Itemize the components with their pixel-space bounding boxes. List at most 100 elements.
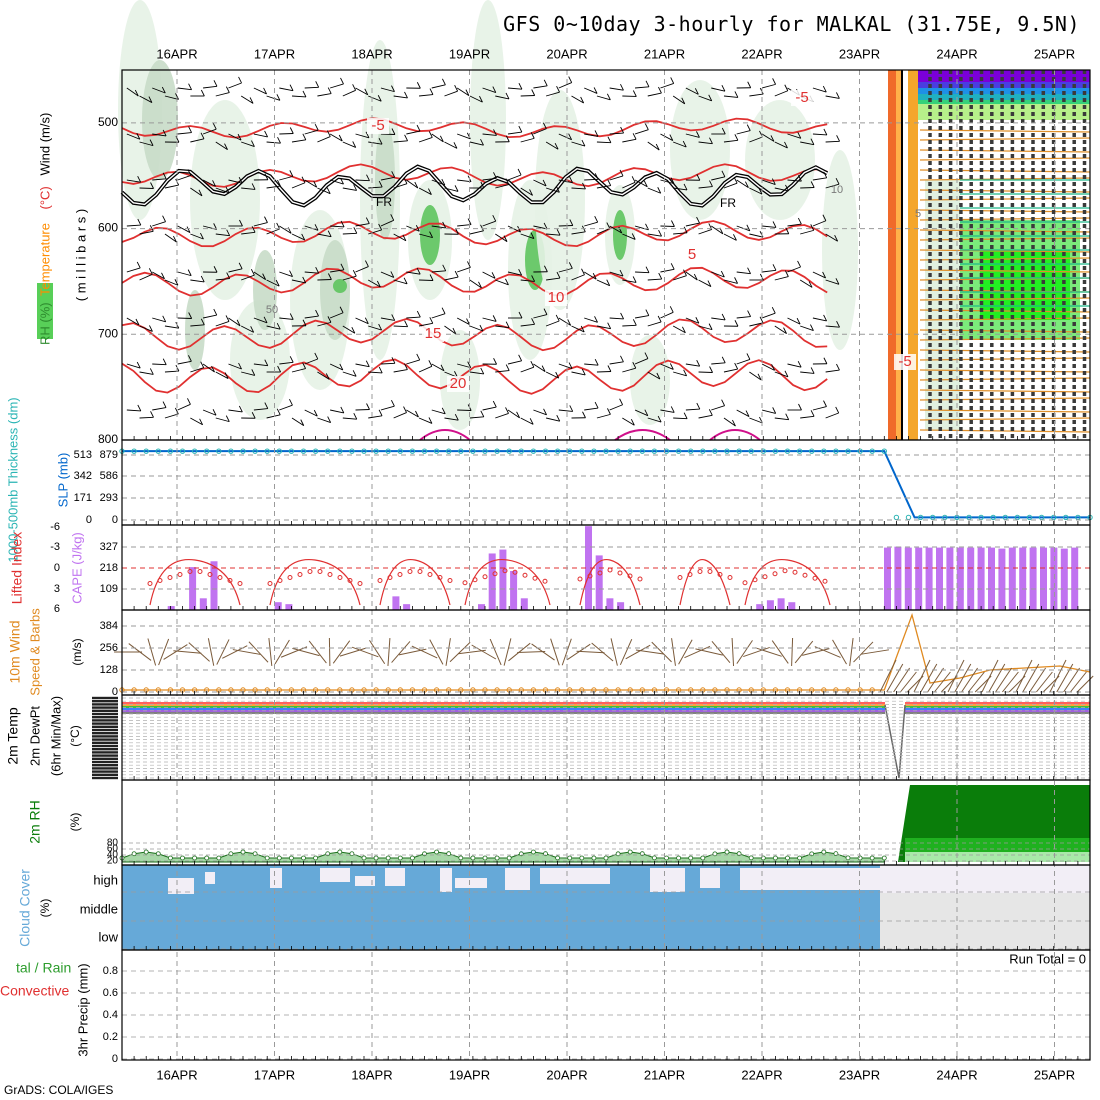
wind-barb <box>330 269 345 273</box>
wind-barb <box>482 177 497 181</box>
wind-barb-10m <box>173 650 202 654</box>
wind-barb-flag <box>810 138 815 145</box>
wind-barb <box>317 417 331 423</box>
wind-barb-10m <box>566 643 591 661</box>
wind-barb-flag <box>429 231 433 238</box>
slp-line <box>122 450 1090 519</box>
wind-barb-flag <box>772 407 777 414</box>
thickness-marker <box>191 448 198 454</box>
wind-barb-flag <box>200 89 205 97</box>
wind-barb-flag <box>479 324 484 332</box>
wind-barb-flag <box>797 360 802 368</box>
wind-barb <box>418 365 433 373</box>
wind-barb-flag <box>810 181 815 188</box>
wind-barb-10m <box>128 643 152 661</box>
wind-barb-10m <box>981 659 999 693</box>
wind-barb-flag <box>493 172 497 179</box>
wind-barb <box>253 271 266 281</box>
thickness-marker <box>397 448 403 454</box>
precip-axis-label: 3hr Precip (mm) <box>75 963 90 1056</box>
thickness-marker <box>857 448 863 454</box>
wind-barb <box>291 279 306 284</box>
late-isotherm <box>919 417 1091 421</box>
wind-barb <box>609 404 623 411</box>
late-temp-band <box>918 100 1090 104</box>
wind-barb-flag <box>632 133 637 140</box>
wind-barb <box>660 179 675 185</box>
thickness-marker <box>675 448 682 454</box>
wind-barb <box>799 279 813 288</box>
wind-barb <box>342 417 357 420</box>
wind-barb-10m <box>853 641 874 663</box>
rh2m-marker <box>397 855 403 861</box>
wind-barb-10m <box>147 638 157 666</box>
rh2m-axis-label: 2m RH <box>27 800 43 844</box>
wind-barb-flag <box>327 230 332 237</box>
wind-barb-flag <box>555 314 560 322</box>
wind-barb-10m <box>619 639 633 665</box>
li-marker <box>742 580 748 586</box>
thickness-marker <box>869 448 875 454</box>
wind-barb <box>241 187 256 190</box>
wind-barb <box>647 141 660 151</box>
rh2m-tick-label: 20 <box>107 856 119 867</box>
day-label-bottom: 17APR <box>254 1067 295 1082</box>
wind-barb-flag <box>670 77 675 84</box>
wind-barb <box>634 409 649 417</box>
wind-barb-10m <box>591 642 614 662</box>
wind-barb-flag <box>212 180 216 187</box>
wind-barb <box>609 87 624 91</box>
wind-barb-flag <box>262 273 267 280</box>
rh2m-marker <box>482 855 488 861</box>
thickness-marker <box>1063 514 1069 521</box>
wind-barb <box>444 187 459 192</box>
wind-barb <box>698 414 713 419</box>
wind-barb-flag <box>734 362 739 370</box>
thickness-marker <box>216 448 222 454</box>
wind-barb-flag <box>734 277 738 284</box>
wind-barb <box>673 371 687 377</box>
label-bg <box>422 326 444 342</box>
day-label-top: 24APR <box>936 46 977 61</box>
wind-barb <box>177 360 192 365</box>
wind-barb <box>647 371 661 380</box>
wind-barb <box>571 325 585 333</box>
wind-barb-flag <box>315 309 319 317</box>
li-marker <box>437 575 443 580</box>
wind-barb <box>190 233 204 240</box>
wind-barb <box>774 276 789 281</box>
li-marker <box>217 575 223 580</box>
wind-barb-flag <box>658 272 663 280</box>
li-marker <box>482 574 488 580</box>
wind-barb <box>215 278 230 281</box>
thickness-marker <box>809 448 815 454</box>
wind-barb-flag <box>237 133 242 141</box>
wind-barb-flag <box>720 270 725 278</box>
wind-barb <box>304 129 319 135</box>
rh-contour-area <box>613 210 627 260</box>
late-isotherm <box>919 329 1091 333</box>
wind-barb <box>495 279 509 286</box>
wind-barb-10m <box>216 639 230 665</box>
wind-barb-10m <box>158 638 170 666</box>
li-line <box>579 558 641 606</box>
wind-barb <box>749 187 763 195</box>
thickness-marker <box>881 448 887 454</box>
wind-speed-line <box>122 612 1091 691</box>
cape-bar <box>1050 547 1058 610</box>
rh2m-marker <box>567 855 573 861</box>
li-marker <box>187 569 193 574</box>
wind-barb <box>698 186 713 189</box>
thickness-marker <box>373 448 379 454</box>
wind-barb <box>203 85 218 89</box>
wind-barb <box>139 273 153 281</box>
late-temp-band <box>918 88 1090 94</box>
wind-barb-flag <box>784 84 789 91</box>
wind-barb-flag <box>378 323 383 331</box>
wind-barb-flag <box>493 129 497 136</box>
li-marker <box>752 577 758 583</box>
wind-barb-flag <box>568 133 573 140</box>
wind-barb <box>558 267 573 273</box>
wind-barb-flag <box>556 414 561 422</box>
wind-barb-flag <box>441 307 446 314</box>
